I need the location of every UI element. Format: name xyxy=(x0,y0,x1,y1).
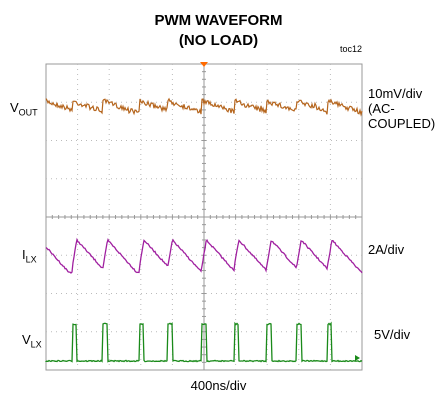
vout-scale-line2: (AC- xyxy=(368,101,395,116)
ilx-label: ILX xyxy=(22,247,37,265)
vlx-label: VLX xyxy=(22,332,42,350)
vout-scale: 10mV/div (AC- COUPLED) xyxy=(368,86,435,131)
vout-scale-line1: 10mV/div xyxy=(368,86,423,101)
chart-title-line2: (NO LOAD) xyxy=(178,32,259,49)
scope-traces xyxy=(45,97,363,363)
vlx-ground-marker xyxy=(355,355,360,361)
vout-label: VOUT xyxy=(10,100,38,118)
ilx-scale: 2A/div xyxy=(368,242,405,257)
vlx-trace xyxy=(45,321,363,363)
x-axis-scale: 400ns/div xyxy=(190,378,247,393)
trigger-marker xyxy=(200,62,208,67)
figure-id: toc12 xyxy=(340,44,363,54)
vlx-scale: 5V/div xyxy=(374,327,411,342)
ilx-trace xyxy=(45,237,363,274)
scope-grid xyxy=(45,62,363,371)
chart-title-line1: PWM WAVEFORM xyxy=(154,12,283,29)
vout-scale-line3: COUPLED) xyxy=(368,116,436,131)
vout-trace xyxy=(45,97,363,117)
